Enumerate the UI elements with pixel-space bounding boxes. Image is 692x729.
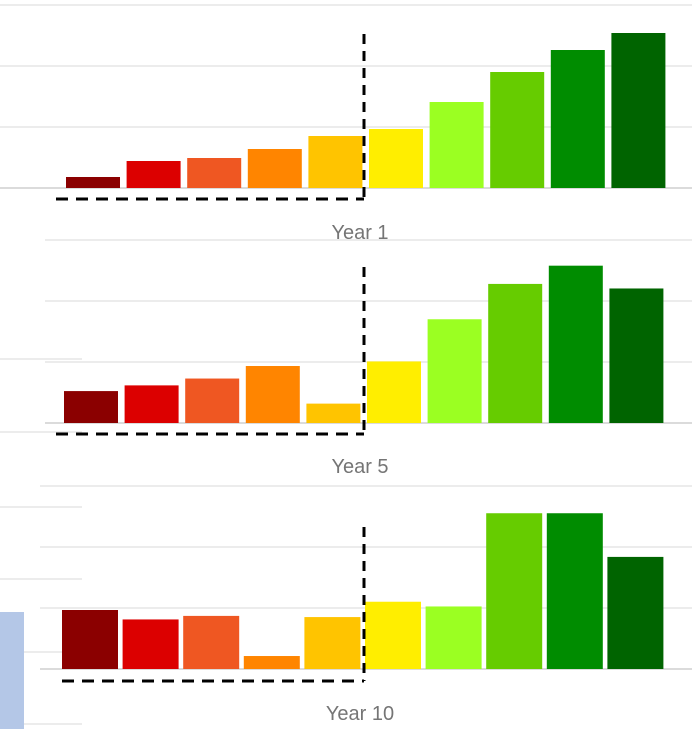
chart-title: Year 10 bbox=[326, 703, 394, 725]
bar bbox=[122, 619, 179, 669]
bar bbox=[427, 319, 482, 423]
bar bbox=[429, 102, 484, 188]
chart-title: Year 1 bbox=[331, 222, 388, 244]
chart-panel-year-1: Year 1 bbox=[0, 4, 692, 244]
bar bbox=[490, 72, 545, 188]
bar bbox=[66, 177, 120, 188]
bar bbox=[609, 288, 664, 423]
bar bbox=[308, 136, 363, 188]
bar bbox=[425, 606, 482, 669]
bar bbox=[62, 610, 118, 669]
bar bbox=[546, 513, 603, 669]
bar bbox=[124, 385, 179, 423]
bar bbox=[183, 615, 240, 669]
bar bbox=[548, 265, 603, 423]
bar bbox=[488, 283, 543, 423]
chart-title: Year 5 bbox=[331, 456, 388, 478]
bar bbox=[550, 50, 605, 188]
bar bbox=[306, 403, 361, 423]
bar bbox=[245, 366, 300, 423]
bar bbox=[607, 556, 664, 669]
bar bbox=[247, 149, 302, 188]
bar bbox=[611, 33, 666, 188]
bar bbox=[64, 391, 118, 423]
bar bbox=[367, 361, 421, 423]
bar bbox=[187, 158, 242, 188]
bar bbox=[365, 601, 421, 669]
bar bbox=[185, 378, 240, 423]
bar bbox=[304, 617, 361, 669]
background-panel-edge bbox=[0, 612, 24, 729]
chart-panel-year-5: Year 5 bbox=[45, 239, 692, 478]
chart-panel-year-10: Year 10 bbox=[40, 485, 692, 725]
bar bbox=[126, 161, 181, 188]
bar bbox=[243, 656, 300, 669]
bar bbox=[486, 513, 543, 669]
bar bbox=[369, 129, 423, 188]
